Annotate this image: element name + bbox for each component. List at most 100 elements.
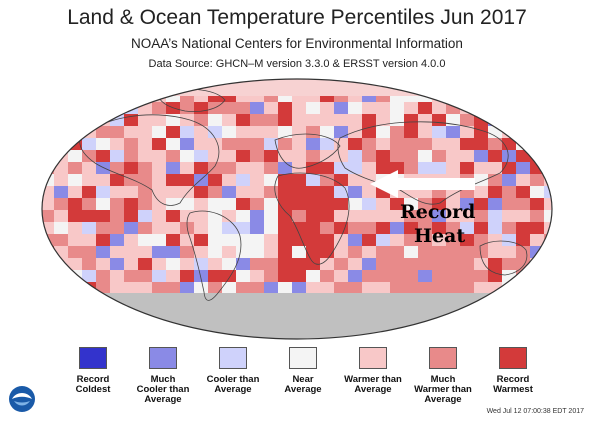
grid-cell [68,294,82,306]
grid-cell [138,198,152,210]
grid-cell [446,258,460,270]
grid-cell [306,150,320,162]
grid-cell [544,126,552,138]
grid-cell [96,282,110,294]
grid-cell [264,234,278,246]
grid-cell [96,210,110,222]
grid-cell [208,126,222,138]
grid-cell [222,186,236,198]
grid-cell [488,222,502,234]
grid-cell [362,234,376,246]
grid-cell [460,330,474,339]
grid-cell [236,258,250,270]
grid-cell [180,150,194,162]
grid-cell [488,306,502,318]
grid-cell [390,258,404,270]
grid-cell [320,198,334,210]
grid-cell [264,246,278,258]
grid-cell [348,138,362,150]
grid-cell [82,306,96,318]
grid-cell [460,114,474,126]
grid-cell [488,162,502,174]
grid-cell [152,258,166,270]
grid-cell [544,79,552,90]
grid-cell [418,138,432,150]
grid-cell [54,282,68,294]
grid-cell [306,270,320,282]
grid-cell [530,234,544,246]
grid-cell [376,222,390,234]
grid-cell [96,186,110,198]
grid-cell [124,174,138,186]
grid-cell [334,258,348,270]
grid-cell [180,102,194,114]
grid-cell [264,150,278,162]
grid-cell [96,174,110,186]
grid-cell [474,138,488,150]
grid-cell [376,246,390,258]
grid-cell [138,102,152,114]
grid-cell [488,330,502,339]
grid-cell [222,210,236,222]
grid-cell [250,198,264,210]
grid-cell [278,282,292,294]
data-source: Data Source: GHCN–M version 3.3.0 & ERSS… [148,58,446,70]
grid-cell [236,246,250,258]
grid-cell [152,79,166,90]
grid-cell [334,198,348,210]
grid-cell [418,234,432,246]
grid-cell [488,318,502,330]
grid-cell [432,282,446,294]
grid-cell [180,270,194,282]
grid-cell [54,306,68,318]
noaa-logo-icon [9,386,35,412]
grid-cell [320,258,334,270]
grid-cell [54,234,68,246]
grid-cell [222,114,236,126]
grid-cell [180,246,194,258]
grid-cell [54,138,68,150]
grid-cell [362,126,376,138]
grid-cell [404,282,418,294]
grid-cell [68,282,82,294]
grid-cell [516,150,530,162]
grid-cell [166,79,180,90]
grid-cell [96,318,110,330]
grid-cell [208,210,222,222]
grid-cell [54,79,68,90]
grid-cell [54,294,68,306]
grid-cell [166,126,180,138]
grid-cell [334,186,348,198]
grid-cell [194,222,208,234]
grid-cell [404,270,418,282]
grid-cell [42,246,54,258]
grid-cell [488,79,502,90]
grid-cell [516,162,530,174]
grid-cell [264,162,278,174]
grid-cell [376,138,390,150]
grid-cell [488,90,502,102]
grid-cell [194,162,208,174]
grid-cell [54,126,68,138]
grid-cell [208,270,222,282]
grid-cell [194,282,208,294]
grid-cell [278,222,292,234]
grid-cell [42,198,54,210]
grid-cell [166,162,180,174]
grid-cell [42,79,54,90]
grid-cell [68,306,82,318]
grid-cell [278,198,292,210]
grid-cell [152,126,166,138]
grid-cell [432,150,446,162]
grid-cell [334,126,348,138]
grid-cell [502,318,516,330]
grid-cell [362,282,376,294]
grid-cell [124,258,138,270]
grid-cell [110,318,124,330]
grid-cell [474,222,488,234]
legend-item-record-warmest: Record Warmest [480,347,546,395]
grid-cell [278,186,292,198]
grid-cell [138,162,152,174]
grid-cell [236,198,250,210]
grid-cell [264,258,278,270]
